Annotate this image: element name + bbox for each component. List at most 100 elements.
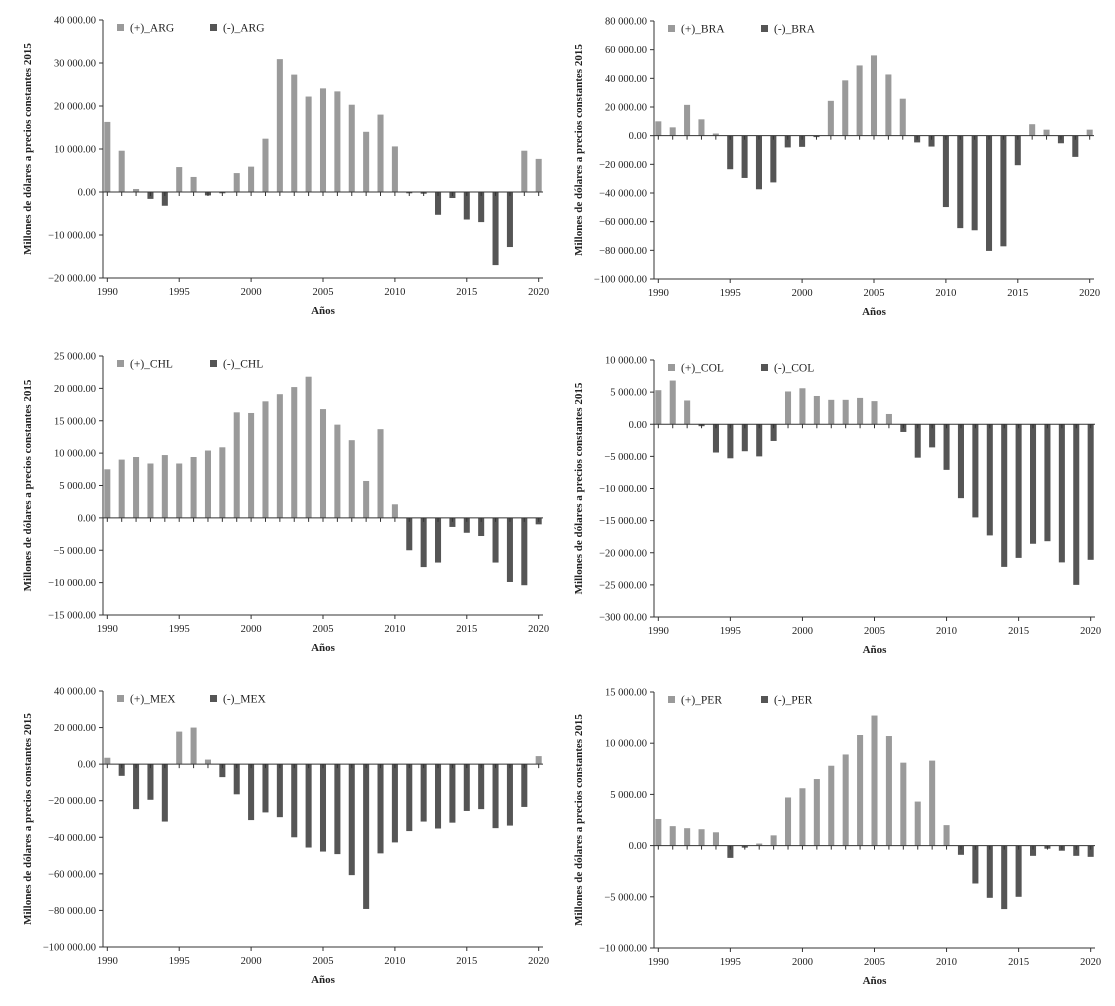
mex-bar-1997 [204,759,211,765]
chl-bar-2009 [377,429,384,518]
mex-bar-2017 [492,764,499,829]
mex-y-axis-title: Millones de dólares a precios constantes… [22,713,34,925]
mex-bar-2015 [463,764,470,811]
col-bar-1999 [785,391,792,425]
arg-bar-2017 [492,192,499,266]
col-y-tick-label: −25 000.00 [599,580,647,591]
mex-legend-swatch-negative [210,695,217,702]
chl-bar-1994 [161,455,168,518]
col-legend: (+)_COL (-)_COL [668,363,814,375]
per-bar-2012 [972,845,979,884]
per-bar-1990 [655,818,662,846]
chl-y-tick-label: 25 000.00 [54,352,96,363]
bra-bar-1998 [770,135,777,183]
bra-bar-2011 [957,135,964,229]
mex-bar-2010 [391,764,398,843]
arg-bar-2019 [521,150,528,192]
bra-bar-2000 [799,135,806,147]
mex-bar-1996 [190,727,197,765]
col-legend-negative: (-)_COL [774,363,814,375]
per-bar-1991 [669,826,676,846]
col-y-tick-label: −5 000.00 [604,452,647,463]
bra-y-tick-label: 20 000.00 [605,103,647,114]
mex-y-tick-label: 20 000.00 [54,723,96,734]
chl-y-tick-label: 15 000.00 [54,416,96,427]
mex-x-tick-label: 2015 [456,956,477,967]
mex-legend-swatch-positive [117,695,124,702]
chl-legend-negative: (-)_CHL [223,359,263,371]
col-bar-1995 [727,424,734,459]
bra-x-tick-label: 2020 [1079,288,1100,299]
bra-bar-1994 [712,133,719,136]
per-x-tick-label: 2010 [936,957,957,968]
bra-x-tick-label: 2015 [1007,288,1028,299]
col-bar-2001 [813,395,820,425]
arg-x-tick-label: 2000 [241,287,262,298]
arg-y-tick-label: −10 000.00 [48,231,96,242]
chl-legend: (+)_CHL (-)_CHL [117,359,263,371]
col-x-tick-label: 2000 [792,626,813,637]
arg-y-tick-label: 20 000.00 [54,102,96,113]
bra-bar-2002 [827,100,834,136]
chl-bar-2001 [262,401,269,518]
bra-y-tick-label: −40 000.00 [599,189,647,200]
arg-bar-2003 [291,74,298,192]
per-legend-negative: (-)_PER [774,695,813,707]
bra-bar-2009 [928,135,935,147]
bra-bar-1999 [784,135,791,148]
chl-bar-1991 [118,459,125,518]
chart-per: 15 000.00 10 000.00 5 000.00 0.00 −5 000.00 −… [573,688,1101,988]
col-bar-2020 [1087,424,1094,560]
arg-x-tick-label: 1990 [97,287,118,298]
per-x-axis-title: Años [863,975,888,987]
arg-bar-2008 [363,131,370,192]
col-bar-1992 [684,400,691,425]
per-x-tick-label: 2000 [792,957,813,968]
bra-y-tick-label: −60 000.00 [599,217,647,228]
per-bar-2001 [813,779,820,846]
chl-x-axis-title: Años [311,642,336,654]
chart-arg: 40 000.00 30 000.00 20 000.00 10 000.00 0.00… [22,16,549,318]
bra-bar-1991 [669,127,676,136]
chl-bar-2005 [319,409,327,518]
chl-bar-2018 [506,517,513,582]
arg-bar-2006 [334,91,341,192]
mex-x-axis-title: Años [311,974,336,986]
mex-bar-2012 [420,764,427,822]
per-bar-2004 [857,735,864,846]
mex-bar-2014 [449,764,456,823]
mex-y-tick-label: 40 000.00 [54,687,96,698]
chl-x-tick-label: 2020 [528,624,549,635]
chl-bar-2010 [391,504,398,518]
arg-bar-2009 [377,114,384,192]
mex-y-tick-label: −100 000.00 [43,943,96,954]
bra-y-tick-label: 40 000.00 [605,74,647,85]
bra-bar-2003 [842,80,849,136]
col-x-tick-label: 2015 [1008,626,1029,637]
mex-x-tick-label: 2000 [241,956,262,967]
mex-bar-2005 [319,764,327,852]
per-legend-positive: (+)_PER [681,695,722,707]
col-bar-2015 [1015,424,1022,558]
col-legend-positive: (+)_COL [681,363,724,375]
per-x-tick-label: 1995 [720,957,741,968]
chart-bra: 80 000.00 60 000.00 40 000.00 20 000.00 0.00… [573,17,1100,319]
chl-bar-2013 [435,517,442,563]
arg-bar-2007 [348,104,355,192]
arg-bar-2000 [248,166,255,192]
arg-bar-1995 [176,167,183,192]
per-bar-2016 [1030,845,1037,856]
col-y-tick-label: −15 000.00 [599,516,647,527]
chl-y-tick-label: 20 000.00 [54,384,96,395]
bra-legend-swatch-positive [668,25,675,32]
bra-bar-1995 [727,135,734,170]
bra-bar-2017 [1043,129,1050,136]
bra-bar-1996 [741,135,748,178]
per-legend-swatch-positive [668,696,675,703]
per-legend-swatch-negative [761,696,768,703]
arg-y-tick-label: 40 000.00 [54,16,96,27]
mex-y-tick-label: −40 000.00 [48,833,96,844]
arg-y-tick-label: −20 000.00 [48,274,96,285]
arg-bar-2013 [435,192,442,215]
mex-legend: (+)_MEX (-)_MEX [117,694,266,706]
